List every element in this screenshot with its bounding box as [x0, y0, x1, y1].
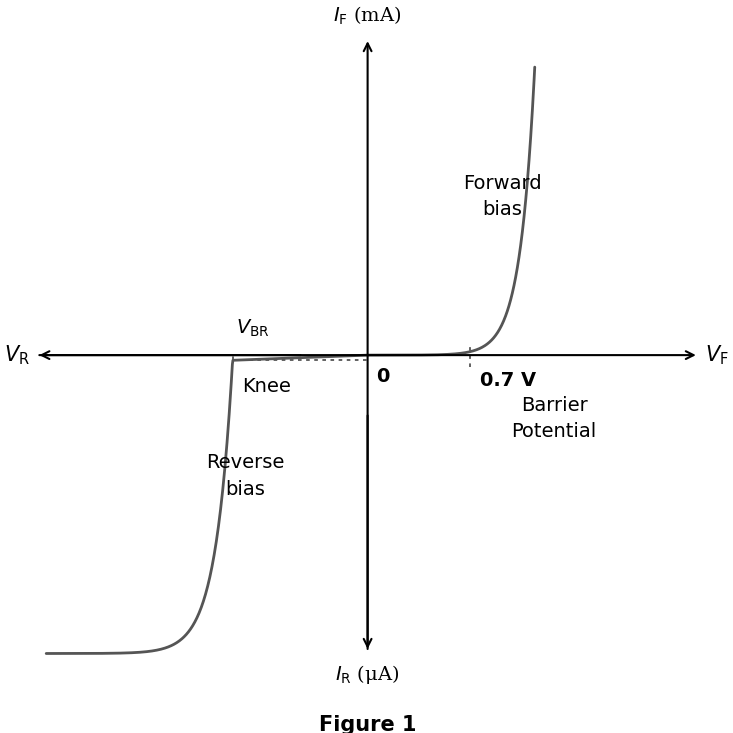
Text: $I_\mathrm{R}$ (μA): $I_\mathrm{R}$ (μA): [336, 663, 399, 686]
Text: $V_\mathrm{BR}$: $V_\mathrm{BR}$: [236, 318, 270, 339]
Text: 0.7 V: 0.7 V: [480, 371, 537, 390]
Text: $V_\mathrm{R}$: $V_\mathrm{R}$: [4, 343, 30, 367]
Text: 0: 0: [375, 366, 389, 386]
Text: $I_\mathrm{F}$ (mA): $I_\mathrm{F}$ (mA): [334, 4, 402, 27]
Text: Knee: Knee: [242, 377, 291, 396]
Text: Forward
bias: Forward bias: [463, 174, 542, 219]
Text: $V_\mathrm{F}$: $V_\mathrm{F}$: [705, 343, 729, 367]
Text: Reverse
bias: Reverse bias: [206, 453, 284, 499]
Text: Barrier
Potential: Barrier Potential: [512, 396, 597, 441]
Text: Figure 1: Figure 1: [319, 715, 416, 733]
